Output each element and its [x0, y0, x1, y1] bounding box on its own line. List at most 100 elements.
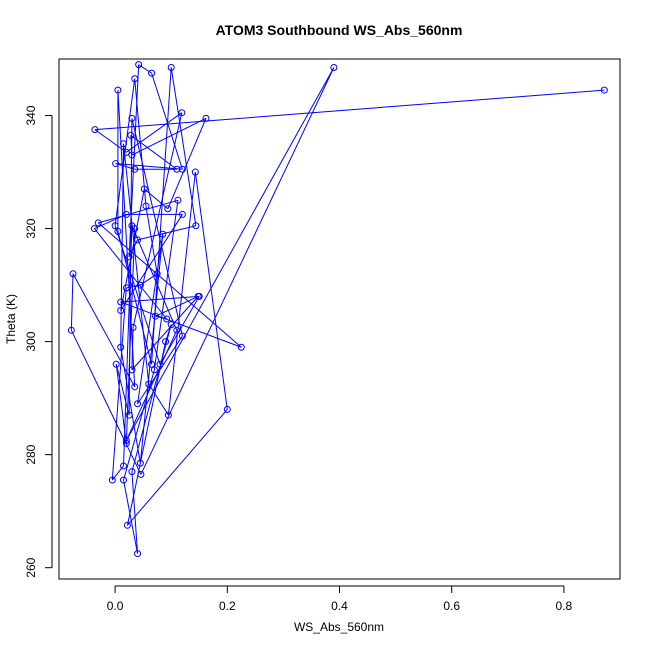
data-point [69, 270, 77, 278]
data-point [136, 459, 144, 467]
series-segment [153, 200, 179, 370]
data-point [167, 321, 175, 329]
data-point [131, 225, 139, 233]
data-point [122, 437, 130, 445]
series-segment [134, 78, 147, 207]
data-point [114, 86, 122, 94]
data-point [178, 109, 186, 117]
data-point [131, 75, 139, 83]
data-point [191, 168, 199, 176]
series-segment [131, 225, 178, 331]
series-segment [140, 67, 335, 475]
series-segment [115, 364, 130, 416]
x-tick-label: 0.4 [331, 599, 348, 613]
data-point [178, 165, 186, 173]
data-point [192, 222, 200, 230]
data-point [123, 521, 131, 529]
data-point [120, 140, 128, 148]
series-segment [115, 364, 127, 444]
data-point [173, 326, 181, 334]
series-segment [137, 335, 183, 405]
series-segment [130, 134, 178, 170]
chart-title: ATOM3 Southbound WS_Abs_560nm [216, 22, 463, 38]
x-tick-label: 0.8 [556, 599, 573, 613]
data-point [91, 126, 99, 134]
data-point [223, 405, 231, 413]
series-segment [125, 228, 136, 444]
data-point [128, 366, 136, 374]
series-segment [132, 112, 183, 328]
data-point [125, 253, 133, 261]
data-point [128, 468, 136, 476]
data-point [600, 86, 608, 94]
series-segment [145, 205, 158, 274]
x-tick-label: 0.6 [443, 599, 460, 613]
data-point [131, 383, 139, 391]
series-segment [143, 188, 169, 210]
series-segment [70, 330, 142, 475]
series-segment [194, 171, 228, 410]
data-point [164, 205, 172, 213]
x-axis-label: WS_Abs_560nm [294, 620, 384, 634]
data-point [122, 210, 130, 218]
data-point [67, 326, 75, 334]
data-point [145, 380, 153, 388]
data-point [237, 343, 245, 351]
data-point [134, 400, 142, 408]
series-layer [67, 61, 608, 558]
series-segment [148, 383, 169, 416]
x-tick-label: 0.0 [107, 599, 124, 613]
series-segment [120, 347, 141, 464]
series-segment [98, 199, 179, 224]
data-point [195, 292, 203, 300]
series-segment [120, 214, 183, 311]
series-segment [111, 287, 127, 481]
series-segment [123, 479, 139, 554]
data-point [117, 307, 125, 315]
data-point [163, 315, 171, 323]
data-point [134, 550, 142, 558]
data-point [140, 185, 148, 193]
data-point [162, 338, 170, 346]
series-segment [120, 295, 200, 303]
series-segment [131, 118, 183, 337]
data-point [114, 227, 122, 235]
series-segment [70, 273, 74, 331]
data-point [167, 63, 175, 71]
data-point [128, 114, 136, 122]
series-segment [131, 324, 172, 472]
data-point [94, 219, 102, 227]
series-segment [125, 67, 335, 441]
data-point [90, 225, 98, 233]
data-point [135, 61, 143, 69]
data-point [148, 360, 156, 368]
data-point [151, 312, 159, 320]
data-point [174, 196, 182, 204]
data-point [164, 411, 172, 419]
data-point [117, 343, 125, 351]
data-point [136, 281, 144, 289]
data-point [117, 298, 125, 306]
data-point [156, 360, 164, 368]
series-segment [131, 296, 199, 371]
data-point [112, 160, 120, 168]
data-point [122, 148, 130, 156]
data-point [122, 284, 130, 292]
data-point [131, 165, 139, 173]
data-point [127, 131, 135, 139]
series-segment [123, 369, 155, 481]
y-tick-label: 340 [24, 105, 38, 125]
data-point [125, 411, 133, 419]
data-point [150, 366, 158, 374]
data-point [178, 210, 186, 218]
plot-frame [58, 58, 621, 580]
data-point [108, 476, 116, 484]
x-axis: 0.0 0.2 0.4 0.6 0.8 [107, 585, 573, 613]
series-segment [126, 341, 167, 526]
y-axis-label: Theta (K) [4, 294, 18, 344]
series-segment [138, 64, 152, 74]
data-point [129, 323, 137, 331]
data-point [128, 151, 136, 159]
series-segment [117, 231, 153, 365]
